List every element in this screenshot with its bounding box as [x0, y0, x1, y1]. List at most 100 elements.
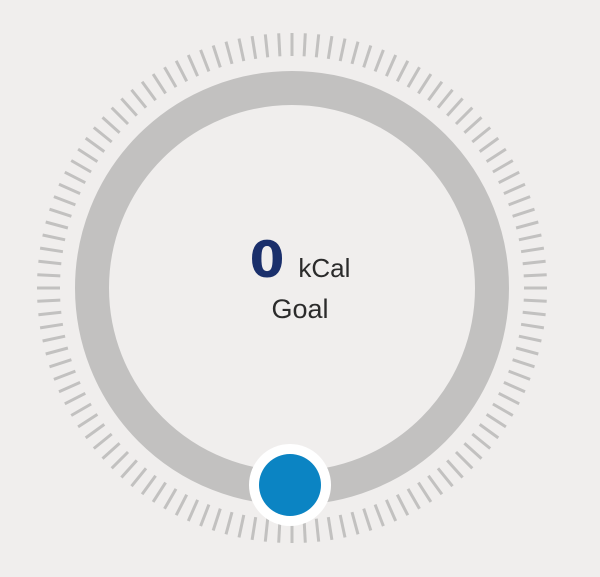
- dial-tick: [406, 66, 421, 88]
- goal-value: 0: [249, 231, 285, 289]
- dial-tick: [199, 504, 211, 527]
- dial-tick: [64, 170, 86, 185]
- dial-tick: [263, 518, 270, 542]
- dial-tick: [110, 450, 130, 470]
- dial-tick: [385, 499, 398, 522]
- dial-tick: [140, 474, 157, 496]
- dial-tick: [503, 182, 526, 195]
- dial-tick: [508, 369, 531, 381]
- dial-tick: [338, 514, 347, 538]
- dial-tick: [417, 73, 433, 95]
- dial-tick: [454, 106, 474, 126]
- dial-tick: [64, 391, 86, 406]
- dial-tick: [84, 136, 106, 153]
- dial-tick: [446, 459, 464, 479]
- dial-tick: [163, 488, 178, 510]
- dial-tick: [395, 494, 410, 516]
- dial-tick: [224, 511, 234, 535]
- dial-tick: [520, 246, 545, 254]
- dial-tick: [77, 147, 99, 163]
- dial-tick: [58, 182, 81, 195]
- dial-tick: [49, 358, 72, 369]
- dial-tick: [92, 126, 113, 144]
- dial-tick: [101, 442, 121, 460]
- dial-tick: [186, 499, 199, 522]
- dial-tick: [427, 80, 444, 102]
- dial-tick: [250, 35, 258, 60]
- dial-tick: [140, 80, 157, 102]
- dial-tick: [463, 116, 483, 134]
- dial-tick: [362, 45, 373, 68]
- dial-tick: [427, 474, 444, 496]
- dial-tick: [463, 442, 483, 460]
- dial-tick: [53, 195, 76, 207]
- dial-tick: [211, 45, 222, 68]
- dial-tick: [446, 97, 464, 117]
- dial-tick: [38, 259, 62, 266]
- dial-tick: [314, 518, 321, 542]
- dial-handle[interactable]: [249, 444, 331, 526]
- dial-tick: [70, 402, 92, 417]
- goal-value-line: 0 kCal: [0, 232, 600, 288]
- dial-tick: [58, 381, 81, 394]
- dial-tick: [471, 432, 492, 450]
- dial-tick: [174, 494, 189, 516]
- dial-tick: [302, 33, 307, 57]
- dial-tick: [263, 34, 270, 58]
- dial-tick: [512, 207, 535, 218]
- dial-tick: [326, 35, 334, 60]
- dial-tick: [350, 41, 360, 65]
- dial-tick: [101, 116, 121, 134]
- dial-tick: [454, 450, 474, 470]
- dial-tick: [373, 504, 385, 527]
- dial-tick: [518, 334, 542, 343]
- dial-tick-marks: [37, 33, 547, 543]
- dial-tick: [515, 220, 539, 230]
- dial-tick: [523, 273, 547, 278]
- goal-label: Goal: [271, 294, 329, 324]
- dial-tick: [498, 170, 520, 185]
- dial-tick: [436, 88, 454, 109]
- dial-tick: [70, 159, 92, 174]
- dial-tick: [37, 273, 61, 278]
- dial-handle-knob-icon[interactable]: [259, 454, 321, 516]
- dial-tick: [84, 423, 106, 440]
- dial-tick: [38, 310, 62, 317]
- dial-tick: [37, 298, 61, 303]
- dial-tick: [492, 402, 514, 417]
- dial-tick: [45, 346, 69, 356]
- dial-tick: [522, 310, 546, 317]
- dial-tick: [314, 34, 321, 58]
- dial-tick: [478, 136, 500, 153]
- dial-tick: [350, 511, 360, 535]
- dial-tick: [395, 60, 410, 82]
- dial-tick: [45, 220, 69, 230]
- dial-tick: [39, 322, 64, 330]
- dial-tick: [250, 516, 258, 541]
- dial-tick: [436, 467, 454, 488]
- dial-tick: [498, 391, 520, 406]
- dial-tick: [302, 519, 307, 543]
- dial-tick: [503, 381, 526, 394]
- dial-tick: [485, 413, 507, 429]
- dial-tick: [406, 488, 421, 510]
- dial-tick: [211, 508, 222, 531]
- dial-tick: [199, 49, 211, 72]
- goal-unit: kCal: [298, 253, 351, 283]
- dial-tick: [338, 38, 347, 62]
- dial-tick: [237, 514, 246, 538]
- dial-tick: [373, 49, 385, 72]
- dial-tick: [130, 88, 148, 109]
- dial-tick: [77, 413, 99, 429]
- dial-tick: [120, 97, 138, 117]
- dial-tick: [515, 346, 539, 356]
- dial-tick: [362, 508, 373, 531]
- dial-tick: [42, 233, 66, 242]
- dial-tick: [417, 481, 433, 503]
- dial-tick: [49, 207, 72, 218]
- dial-tick: [277, 33, 282, 57]
- dial-tick: [39, 246, 64, 254]
- dial-tick: [326, 516, 334, 541]
